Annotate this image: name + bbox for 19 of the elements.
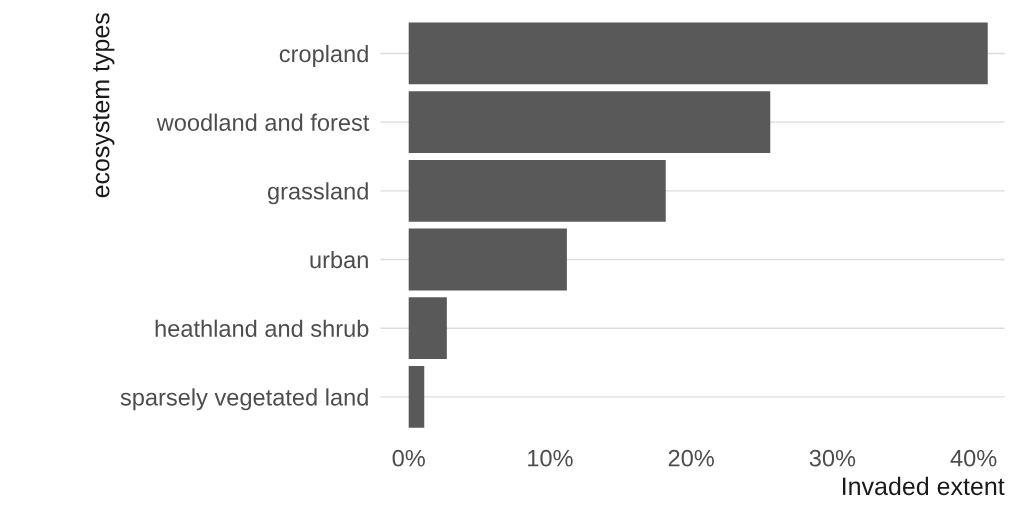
x-tick-label: 40% xyxy=(950,449,997,467)
y-tick-label: cropland xyxy=(279,44,368,67)
bar xyxy=(408,22,988,85)
bar xyxy=(408,365,425,428)
y-tick-label: woodland and forest xyxy=(156,113,370,131)
y-tick-label: urban xyxy=(310,250,368,269)
y-axis-title: ecosystem types xyxy=(93,13,115,198)
x-tick-label: 0% xyxy=(392,449,425,467)
x-axis-title: Invaded extent xyxy=(843,476,1005,496)
y-tick-label: heathland and shrub xyxy=(155,319,369,337)
x-tick-label: 20% xyxy=(668,449,714,467)
bar xyxy=(408,297,447,360)
x-tick-label: 30% xyxy=(809,449,856,467)
bar xyxy=(408,91,771,154)
y-tick-label: grassland xyxy=(267,182,368,205)
x-tick-label: 10% xyxy=(528,449,573,467)
bar xyxy=(408,159,666,222)
y-tick-label: sparsely vegetated land xyxy=(120,388,368,411)
bar xyxy=(408,228,567,291)
